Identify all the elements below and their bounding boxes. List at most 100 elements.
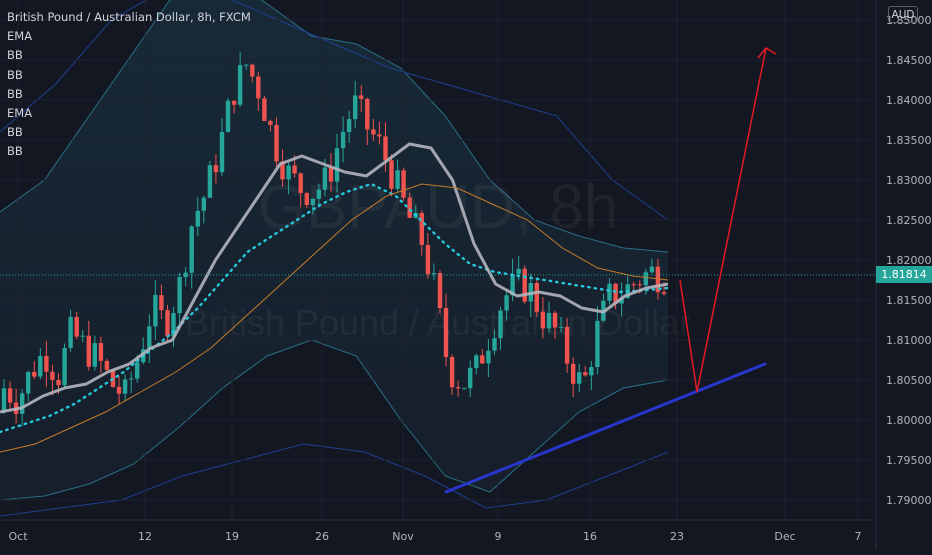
candle-body	[286, 165, 291, 180]
price-axis-label: 1.79000	[886, 494, 932, 507]
candle-body	[353, 95, 358, 120]
candle-body	[462, 388, 467, 390]
candle-body	[365, 98, 370, 130]
indicator-bb-3[interactable]: BB	[7, 86, 23, 101]
candle-body	[443, 308, 449, 357]
candle-body	[56, 380, 61, 386]
price-axis-label: 1.83000	[886, 174, 932, 187]
candle-body	[328, 167, 334, 182]
indicator-bb-4[interactable]: BB	[7, 125, 23, 140]
candle-body	[292, 165, 297, 174]
candle-body	[340, 131, 346, 149]
candle-body	[129, 378, 134, 380]
current-price-tag: 1.81814	[876, 266, 932, 283]
candle-body	[20, 393, 25, 414]
candle-body	[649, 266, 655, 273]
support-trendline	[444, 362, 767, 494]
candle-body	[401, 170, 406, 198]
indicator-ema-2[interactable]: EMA	[7, 106, 33, 121]
candle-body	[589, 367, 594, 376]
candle-body	[492, 338, 497, 351]
candle-body	[122, 379, 128, 394]
candle-body	[540, 311, 546, 329]
price-axis-label: 1.81000	[886, 334, 932, 347]
candle-body	[449, 357, 455, 388]
price-axis-label: 1.80000	[886, 414, 932, 427]
price-axis-label: 1.82500	[886, 214, 932, 227]
candle-body	[1, 388, 7, 412]
candle-body	[377, 134, 382, 137]
candle-body	[116, 386, 122, 394]
candle-body	[147, 326, 152, 350]
moving-averages	[0, 142, 670, 453]
candle-body	[231, 100, 237, 105]
candle-body	[571, 363, 576, 384]
candle-body	[280, 161, 285, 180]
candle-body	[564, 326, 570, 364]
candle-body	[201, 197, 206, 211]
candle-body	[583, 372, 588, 376]
candle-body	[407, 197, 412, 218]
candle-body	[334, 148, 340, 182]
candle-body	[637, 284, 642, 286]
candle-body	[522, 268, 527, 302]
candle-body	[171, 313, 176, 337]
chart-legend: British Pound / Australian Dollar, 8h, F…	[7, 8, 251, 162]
grid	[0, 0, 876, 520]
bollinger-band-fill	[0, 0, 668, 500]
candle-body	[383, 136, 388, 161]
candle-body	[244, 64, 249, 66]
time-axis-label: 26	[315, 530, 329, 543]
ema-slow-line	[0, 182, 670, 434]
candle-body	[195, 210, 200, 227]
time-axis-label: 7	[855, 530, 862, 543]
candle-body	[38, 355, 43, 377]
candles	[1, 51, 667, 427]
indicator-ema-1[interactable]: EMA	[7, 29, 33, 44]
candle-body	[419, 213, 424, 245]
candle-body	[68, 316, 73, 348]
candle-body	[298, 173, 303, 194]
candle-body	[177, 277, 182, 314]
candle-body	[371, 129, 376, 135]
candle-body	[486, 350, 491, 364]
ema-orange-line	[0, 183, 669, 453]
candle-body	[316, 189, 322, 199]
candle-body	[310, 198, 315, 205]
candle-body	[643, 272, 648, 286]
candle-body	[546, 312, 552, 329]
candle-body	[153, 295, 158, 327]
currency-badge[interactable]: AUD	[888, 6, 918, 23]
indicator-bb-2[interactable]: BB	[7, 67, 23, 82]
candle-body	[455, 387, 461, 389]
candle-body	[661, 292, 667, 294]
candle-body	[359, 95, 364, 99]
candle-body	[431, 273, 437, 274]
symbol-title[interactable]: British Pound / Australian Dollar, 8h, F…	[7, 10, 251, 24]
candle-body	[480, 355, 485, 364]
indicator-bb-1[interactable]: BB	[7, 48, 23, 63]
price-axis-label: 1.83500	[886, 134, 932, 147]
candle-body	[213, 165, 219, 173]
indicator-bb-5[interactable]: BB	[7, 144, 23, 159]
candle-body	[92, 343, 97, 367]
candle-body	[189, 226, 194, 273]
time-axis-label: 23	[670, 530, 684, 543]
candle-body	[552, 312, 558, 328]
price-axis-label: 1.82000	[886, 254, 932, 267]
candle-body	[62, 348, 67, 386]
candle-body	[498, 310, 503, 339]
candle-body	[250, 64, 255, 77]
candle-body	[595, 320, 600, 367]
candle-body	[474, 355, 479, 368]
time-axis-label: 12	[138, 530, 152, 543]
time-axis-label: 9	[495, 530, 502, 543]
candle-body	[219, 132, 225, 173]
projection-arrowhead	[757, 47, 777, 59]
candle-body	[631, 284, 636, 286]
candle-body	[159, 295, 164, 311]
candle-body	[26, 372, 31, 394]
candle-body	[86, 335, 91, 367]
